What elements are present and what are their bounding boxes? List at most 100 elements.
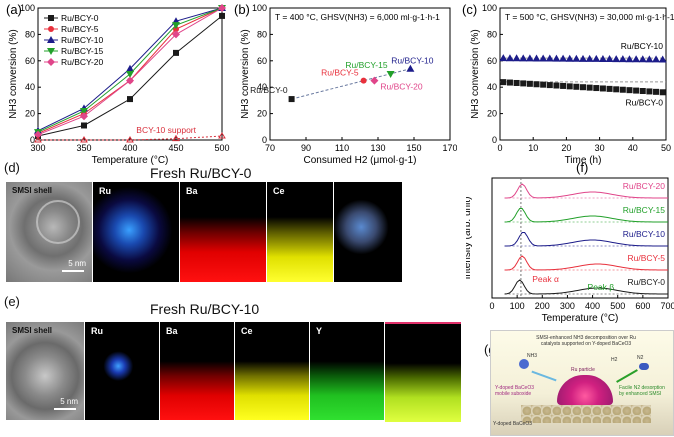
letter-f: (f)	[576, 160, 588, 175]
legend-label: Ru/BCY-0	[61, 13, 99, 23]
e-ba-label: Ba	[166, 326, 178, 336]
x-tick-label: 500	[610, 301, 625, 311]
peak-alpha-label: Peak α	[532, 274, 559, 284]
data-point	[513, 79, 520, 86]
c-label-ru10: Ru/BCY-10	[621, 41, 663, 51]
data-point	[532, 54, 541, 62]
x-tick-label: 20	[561, 143, 571, 153]
e-smsi-label: SMSI shell	[12, 326, 53, 335]
e-ru-label: Ru	[91, 326, 103, 336]
letter-d: (d)	[4, 160, 20, 175]
chart-f: (f) 0 100 200 300 400 500 600 700 Temperature (°…	[462, 160, 674, 324]
x-tick-label: 300	[30, 143, 45, 153]
g-left-note: Y-doped BaCeO3 mobile suboxide	[495, 385, 535, 397]
data-point	[565, 54, 574, 62]
y-tick-label: 40	[487, 82, 497, 92]
y-tick-label: 0	[492, 135, 497, 145]
x-tick-label: 70	[265, 143, 275, 153]
y-tick-label: 20	[25, 109, 35, 119]
data-point	[545, 54, 554, 62]
b-ylabel: NH3 conversion (%)	[240, 29, 251, 118]
e-title: Fresh Ru/BCY-10	[150, 301, 260, 317]
data-point	[81, 122, 87, 129]
data-point	[526, 80, 533, 87]
x-tick-label: 110	[335, 143, 349, 153]
tpd-curve-Ru/BCY-5	[504, 255, 669, 271]
letter-b: (b)	[234, 2, 250, 17]
panel-c: (c) 0 10 20 30 40 50 0 20 40 60 80 100 Time (h) NH3 c…	[458, 0, 674, 166]
d-scale-label: 5 nm	[68, 259, 86, 268]
peak-beta-label: Peak β	[588, 282, 615, 292]
data-point	[580, 84, 586, 91]
f-series-label: Ru/BCY-0	[628, 277, 666, 287]
y-tick-label: 60	[25, 56, 35, 66]
panel-d: SMSI shell 5 nm Ru Ba Ce	[6, 182, 402, 282]
data-point	[539, 54, 548, 62]
letter-a: (a)	[6, 2, 22, 17]
data-point	[585, 54, 594, 62]
data-point	[618, 55, 627, 63]
data-point	[626, 87, 633, 94]
data-point	[553, 82, 560, 89]
data-point	[386, 71, 395, 78]
c-label-ru0: Ru/BCY-0	[626, 97, 664, 107]
c-annotation: T = 500 °C, GHSV(NH3) = 30,000 ml·g-1·h-…	[505, 12, 674, 22]
f-series-label: Ru/BCY-20	[623, 181, 665, 191]
y-tick-label: 80	[257, 29, 267, 39]
data-point	[546, 82, 553, 89]
data-point	[633, 87, 640, 94]
y-tick-label: 80	[487, 29, 497, 39]
g-n2: N2	[637, 355, 644, 361]
y-tick-label: 0	[262, 135, 267, 145]
panel-b: (b) 70 90 110 130 150 170 0 20 40 60 80 100 Consumed…	[232, 0, 458, 166]
y-tick-label: 100	[252, 3, 267, 13]
data-point	[370, 76, 379, 85]
x-tick-label: 400	[122, 143, 137, 153]
plot-frame	[491, 177, 669, 299]
f-ylabel: Intensity (arb. unit)	[466, 197, 473, 280]
data-point	[646, 88, 653, 95]
data-point	[573, 83, 580, 90]
data-point	[579, 54, 587, 62]
data-point	[560, 82, 567, 89]
data-point	[652, 55, 661, 63]
legend-label: Ru/BCY-15	[61, 46, 103, 56]
f-series-label: Ru/BCY-5	[628, 253, 666, 263]
point-label: Ru/BCY-10	[391, 56, 433, 66]
data-point	[559, 54, 568, 62]
data-point	[592, 54, 601, 62]
plot-frame	[499, 7, 667, 141]
legend-marker	[48, 26, 54, 32]
data-point	[499, 54, 508, 62]
chart-c: (c) 0 10 20 30 40 50 0 20 40 60 80 100 Time (h) NH3 c…	[462, 2, 674, 166]
data-point	[639, 88, 646, 95]
data-point	[506, 79, 513, 86]
data-point	[126, 76, 134, 85]
c-ylabel: NH3 conversion (%)	[470, 29, 481, 118]
g-molecule-n2	[639, 363, 649, 370]
y-tick-label: 40	[257, 82, 267, 92]
y-tick-label: 40	[25, 82, 35, 92]
data-point	[598, 54, 607, 62]
g-support	[521, 405, 651, 423]
data-point	[525, 54, 534, 62]
d-map-ba: Ba	[180, 182, 266, 282]
y-tick-label: 20	[487, 109, 497, 119]
e-scale-bar	[54, 408, 76, 410]
d-title: Fresh Ru/BCY-0	[150, 165, 252, 181]
d-particle	[36, 200, 80, 244]
f-xlabel: Temperature (°C)	[542, 313, 619, 324]
data-point	[126, 136, 134, 143]
data-point	[219, 12, 225, 19]
x-tick-label: 40	[628, 143, 638, 153]
data-point	[500, 79, 507, 86]
x-tick-label: 50	[661, 143, 671, 153]
d-map-ru: Ru	[93, 182, 179, 282]
g-h2: H2	[611, 357, 618, 363]
data-point	[572, 54, 581, 62]
data-point	[540, 81, 547, 88]
chart-b: (b) 70 90 110 130 150 170 0 20 40 60 80 100 Consumed…	[234, 2, 458, 166]
e-ce-label: Ce	[241, 326, 253, 336]
data-point	[638, 55, 647, 63]
d-smsi-label: SMSI shell	[12, 186, 53, 195]
